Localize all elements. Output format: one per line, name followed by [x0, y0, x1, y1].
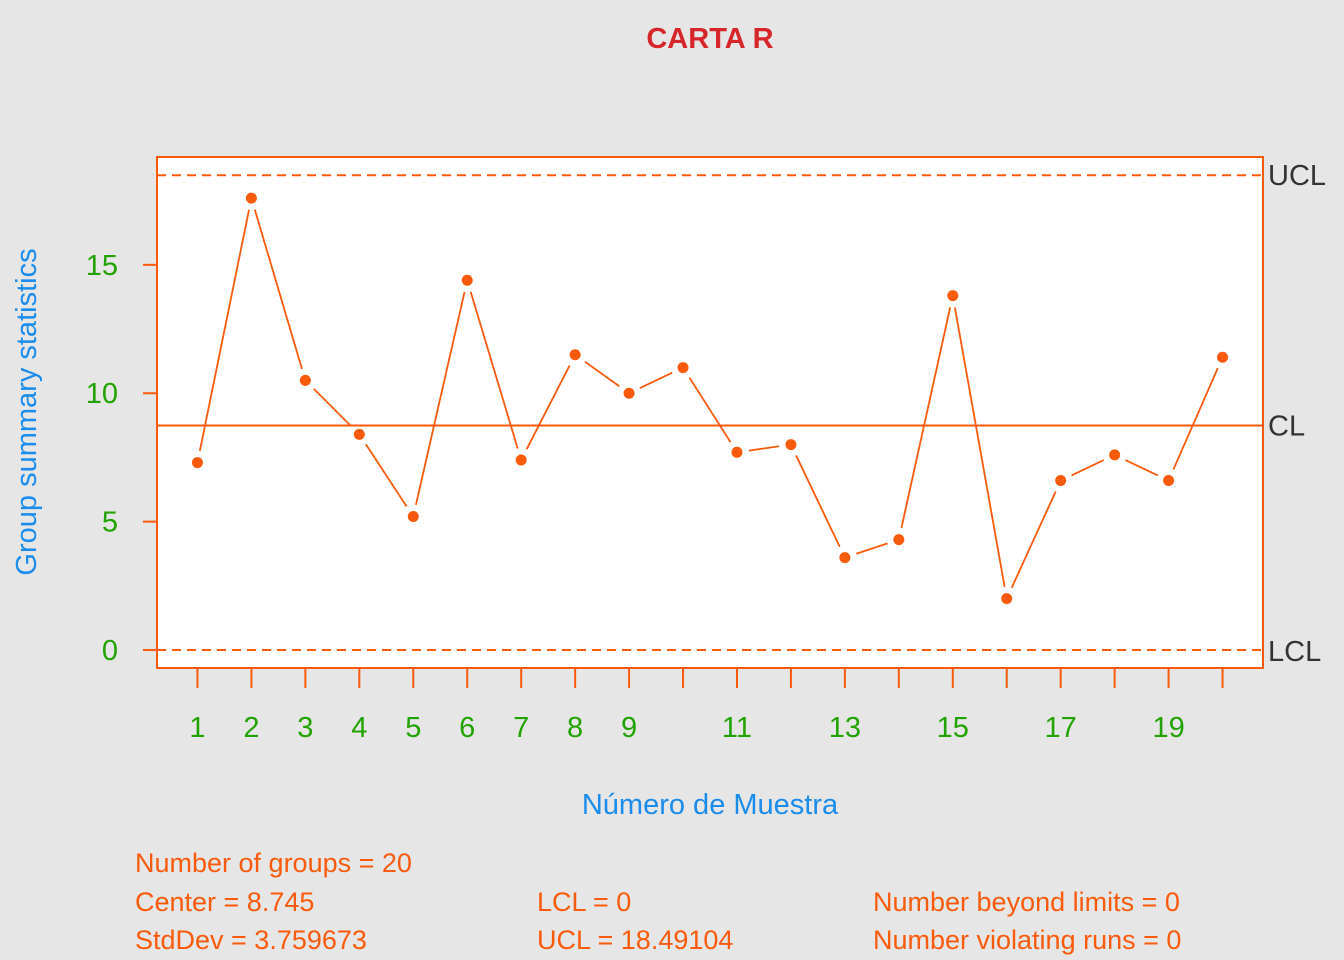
x-tick-label: 3	[297, 712, 313, 744]
data-point	[677, 362, 689, 374]
plot-frame	[156, 156, 1264, 669]
series-segment	[1125, 459, 1159, 477]
data-point	[245, 192, 257, 204]
data-point	[785, 439, 797, 451]
series-segment	[584, 360, 620, 388]
series-segment	[688, 377, 732, 443]
data-point	[893, 534, 905, 546]
x-tick-label: 4	[351, 712, 367, 744]
series-segment	[1071, 459, 1105, 477]
data-point	[1217, 351, 1229, 363]
y-tick-label: 15	[86, 250, 118, 282]
series-segment	[1010, 491, 1057, 589]
y-tick-label: 5	[102, 507, 118, 539]
data-point	[1163, 475, 1175, 487]
data-point	[731, 446, 743, 458]
data-point	[461, 274, 473, 286]
x-tick-label: 15	[937, 712, 969, 744]
x-tick-label: 9	[621, 712, 637, 744]
data-point	[1055, 475, 1067, 487]
series-segment	[525, 364, 571, 450]
series-segment	[953, 307, 1006, 588]
series-segment	[795, 455, 841, 548]
x-tick-label: 17	[1045, 712, 1077, 744]
data-series	[191, 192, 1229, 605]
series-segment	[313, 388, 352, 427]
data-point	[1109, 449, 1121, 461]
x-tick-label: 8	[567, 712, 583, 744]
data-point	[191, 457, 203, 469]
series-segment	[415, 291, 466, 505]
x-tick-label: 13	[829, 712, 861, 744]
x-tick-label: 19	[1152, 712, 1184, 744]
x-tick-label: 2	[243, 712, 259, 744]
y-tick-label: 0	[102, 635, 118, 667]
data-point	[407, 510, 419, 522]
data-point	[353, 428, 365, 440]
chart-title: CARTA R	[646, 23, 773, 55]
series-segment	[748, 445, 780, 452]
y-axis-title: Group summary statistics	[11, 248, 43, 575]
y-axis: 0 5 10 15	[86, 250, 157, 667]
data-point	[839, 552, 851, 564]
series-segment	[469, 291, 519, 449]
control-limits: UCL CL LCL	[157, 160, 1326, 668]
data-point	[299, 374, 311, 386]
data-point	[1001, 593, 1013, 605]
x-axis: 1 2 3 4 5 6 7 8 9 11 13 15 17 19	[189, 668, 1224, 744]
series-segment	[855, 542, 888, 555]
plot-area	[157, 157, 1263, 668]
x-tick-label: 11	[722, 712, 752, 744]
cl-label: CL	[1268, 410, 1305, 442]
x-tick-label: 5	[405, 712, 421, 744]
series-segment	[639, 371, 673, 389]
x-axis-title: Número de Muestra	[582, 789, 839, 821]
x-tick-label: 7	[513, 712, 529, 744]
y-tick-label: 10	[86, 378, 118, 410]
x-tick-label: 6	[459, 712, 475, 744]
series-segment	[253, 209, 303, 370]
series-segment	[365, 443, 408, 507]
x-tick-label: 1	[189, 712, 205, 744]
data-point	[569, 349, 581, 361]
data-point	[947, 290, 959, 302]
lcl-label: LCL	[1268, 636, 1321, 668]
data-point	[623, 387, 635, 399]
data-point	[515, 454, 527, 466]
series-segment	[1172, 367, 1219, 470]
series-segment	[198, 209, 250, 451]
series-segment	[900, 307, 952, 529]
ucl-label: UCL	[1268, 160, 1326, 192]
